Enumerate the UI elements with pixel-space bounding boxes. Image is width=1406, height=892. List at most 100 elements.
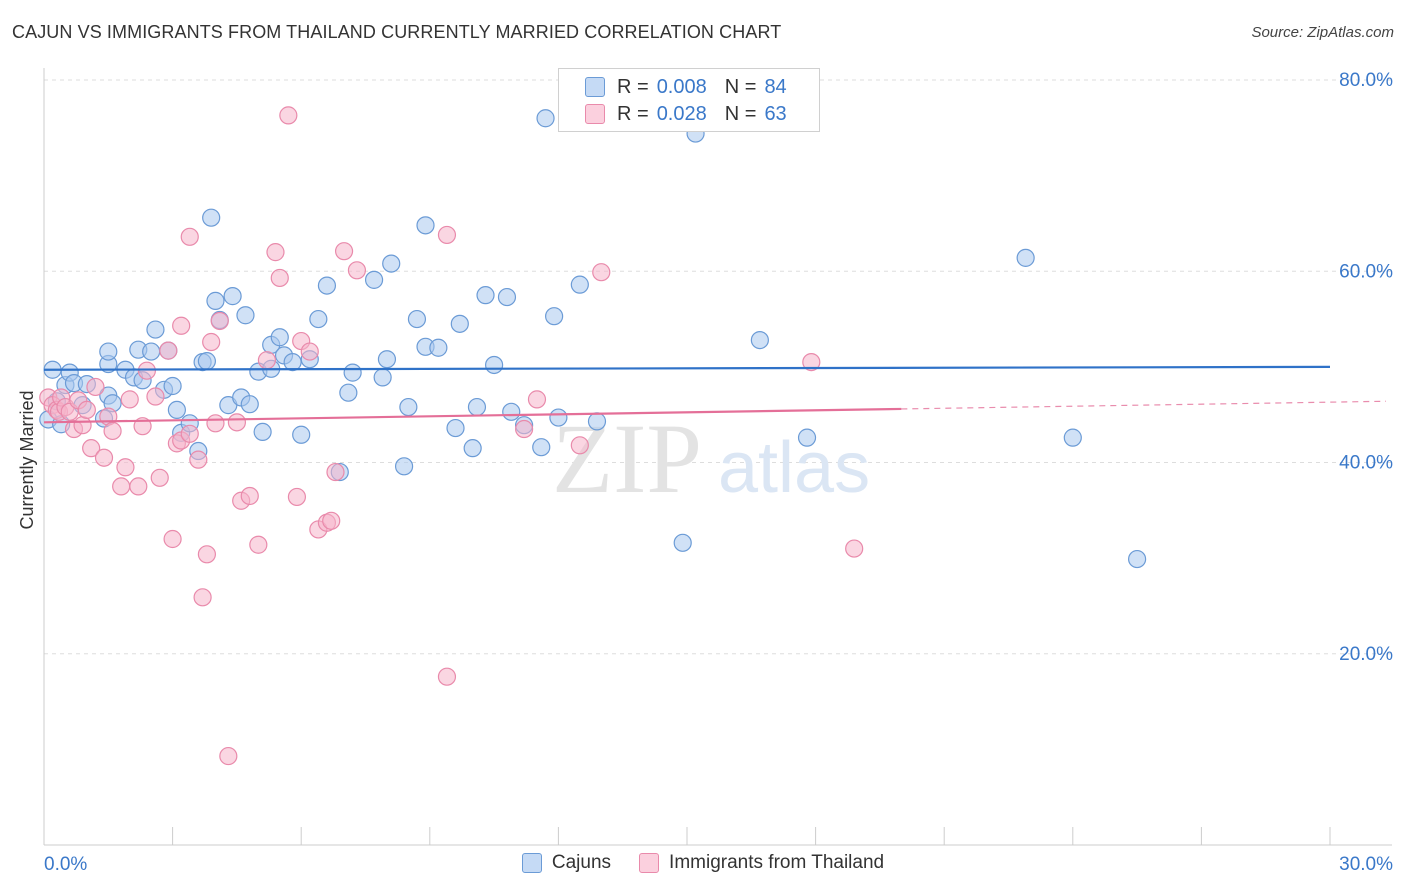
thailand-point — [219, 746, 238, 766]
series-legend: Cajuns Immigrants from Thailand — [0, 852, 1406, 874]
cajun-point — [394, 457, 414, 476]
watermark-atlas: atlas — [718, 428, 870, 508]
cajun-point — [270, 328, 289, 347]
cajun-point — [343, 363, 362, 382]
legend-label-cajuns: Cajuns — [551, 852, 612, 873]
cajun-point — [163, 376, 182, 396]
thailand-point — [137, 361, 156, 380]
chart-title: CAJUN VS IMMIGRANTS FROM THAILAND CURREN… — [12, 22, 782, 42]
n-label: N = — [724, 75, 757, 98]
thailand-point — [112, 477, 131, 496]
cajun-point — [536, 109, 555, 128]
thailand-point — [527, 390, 547, 409]
thailand-point — [103, 421, 122, 441]
cajun-point — [446, 418, 465, 438]
thailand-point — [116, 458, 135, 477]
thailand-point — [120, 390, 139, 409]
axis-layer — [43, 68, 1392, 846]
thailand-point — [802, 352, 821, 372]
cajun-point — [373, 368, 392, 387]
cajun-point — [750, 331, 769, 350]
thailand-point — [206, 414, 225, 433]
watermark: ZIP atlas — [552, 403, 870, 514]
trend-line-thailand-extension — [901, 400, 1387, 410]
cajun-point — [450, 314, 469, 333]
y-tick-label: 40.0% — [1339, 453, 1393, 474]
thailand-point — [202, 332, 221, 352]
cajun-point — [1127, 549, 1147, 569]
x-tick-label: 0.0% — [44, 854, 87, 875]
thailand-point — [73, 416, 92, 435]
n-label: N = — [724, 102, 757, 125]
cajun-point — [570, 275, 589, 294]
n-value-cajuns: 84 — [764, 75, 787, 98]
cajun-point — [223, 287, 242, 306]
thailand-point — [334, 242, 354, 261]
thailand-point — [210, 311, 229, 331]
source-credit: Source: ZipAtlas.com — [1251, 24, 1394, 41]
cajun-point — [673, 533, 692, 552]
r-value-cajuns: 0.008 — [656, 75, 707, 98]
thailand-point — [845, 539, 864, 558]
thailand-point — [77, 400, 96, 420]
cajun-point — [485, 355, 504, 375]
cajun-point — [502, 402, 521, 421]
cajun-point — [1063, 428, 1082, 447]
cajun-point — [292, 425, 311, 444]
thailand-point — [172, 316, 191, 335]
legend-swatch-thailand — [585, 104, 605, 124]
label-layer: 20.0% 40.0% 60.0% 80.0% 0.0% 30.0% Currently M… — [17, 70, 1393, 875]
thailand-point — [197, 545, 216, 564]
legend-item-thailand[interactable]: Immigrants from Thailand — [639, 852, 884, 874]
legend-swatch-thailand — [639, 853, 660, 873]
cajun-point — [463, 439, 482, 458]
thailand-point — [287, 487, 307, 507]
cajun-point — [476, 286, 495, 305]
trend-layer — [43, 365, 1387, 424]
r-value-thailand: 0.028 — [656, 102, 707, 125]
y-tick-label: 20.0% — [1339, 644, 1393, 665]
stats-legend: R = 0.008 N = 84 R = 0.028 N = 63 — [558, 68, 820, 132]
cajun-point — [364, 270, 384, 289]
grid-layer — [44, 79, 1392, 655]
thailand-point — [150, 468, 169, 487]
thailand-point — [227, 413, 246, 432]
cajun-point — [797, 428, 817, 447]
cajun-point — [587, 412, 607, 431]
legend-swatch-cajuns — [585, 77, 605, 97]
cajun-point — [429, 338, 448, 357]
cajun-point — [1016, 248, 1035, 267]
trend-line-cajuns — [43, 365, 1331, 371]
thailand-point — [129, 477, 148, 496]
cajun-point — [339, 383, 358, 402]
thailand-point — [180, 424, 199, 443]
y-tick-label: 80.0% — [1339, 70, 1393, 91]
x-tick-label: 30.0% — [1339, 854, 1393, 875]
cajun-point — [142, 342, 161, 361]
cajun-point — [206, 291, 225, 310]
thailand-point — [515, 419, 534, 439]
thailand-point — [159, 341, 178, 360]
cajun-point — [407, 309, 427, 329]
cajun-point — [382, 254, 401, 273]
thailand-point — [300, 342, 319, 361]
thailand-point — [257, 351, 277, 370]
thailand-point — [193, 588, 212, 607]
cajun-point — [549, 408, 568, 427]
cajun-point — [545, 307, 564, 326]
thailand-point — [94, 448, 114, 467]
legend-swatch-cajuns — [521, 853, 542, 873]
cajun-point — [99, 342, 118, 361]
thailand-point — [347, 261, 367, 280]
thailand-point — [437, 225, 457, 245]
cajun-point — [317, 276, 337, 295]
legend-item-cajuns[interactable]: Cajuns — [521, 852, 612, 874]
cajun-point — [399, 397, 418, 417]
thailand-point — [163, 529, 182, 549]
y-axis-label: Currently Married — [17, 390, 37, 529]
y-tick-label: 60.0% — [1339, 261, 1393, 282]
cajun-point — [309, 309, 328, 329]
thailand-point — [249, 535, 268, 554]
thailand-point — [266, 243, 285, 262]
